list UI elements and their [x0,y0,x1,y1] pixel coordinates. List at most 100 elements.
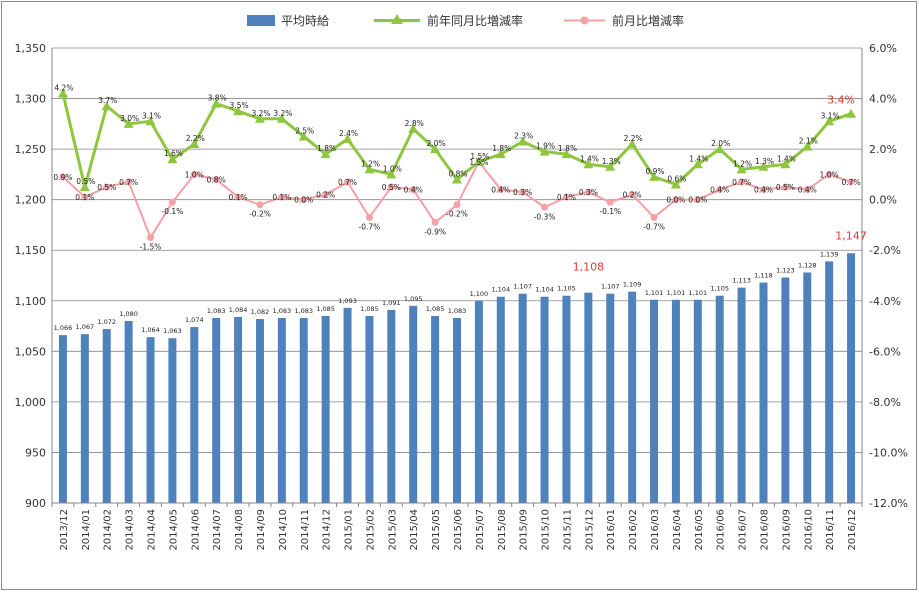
yoy-data-label: 3.4% [827,94,855,107]
mom-point [584,188,592,196]
y-left-tick-label: 1,200 [15,194,47,207]
mom-point [716,186,724,194]
bar [102,329,111,503]
x-tick-label: 2014/12 [322,509,333,551]
mom-point [847,178,855,186]
yoy-point [233,106,244,116]
yoy-point [583,159,594,169]
yoy-point [320,149,331,159]
mom-data-label: 0.4% [798,186,817,195]
bar [715,295,724,503]
yoy-data-label: 3.0% [120,114,139,123]
bar [365,315,374,503]
bar [803,272,812,503]
mom-point [694,196,702,204]
bar-data-label: 1,128 [798,261,817,269]
bar-data-label: 1,082 [251,308,270,316]
bar-data-label: 1,105 [710,285,729,293]
x-tick-label: 2014/07 [212,509,223,551]
mom-point [497,186,505,194]
yoy-data-label: 2.2% [186,134,205,143]
x-tick-label: 2015/10 [541,509,552,551]
bar-data-label: 1,101 [689,289,708,297]
x-tick-label: 2016/11 [825,509,836,551]
mom-data-label: 0.1% [272,193,291,202]
bar [562,295,571,503]
mom-point [825,170,833,178]
bar-data-label: 1,085 [426,305,445,313]
yoy-data-label: 2.0% [711,139,730,148]
y-right-tick-label: -2.0% [869,244,901,257]
x-tick-label: 2016/07 [738,509,749,551]
mom-point [519,188,527,196]
bar [146,337,155,503]
yoy-point [79,182,90,192]
x-tick-label: 2014/09 [256,509,267,551]
mom-point [344,178,352,186]
legend-marker-yoy [391,14,403,24]
mom-point [59,173,67,181]
bar [168,338,177,503]
x-tick-label: 2016/12 [847,509,858,551]
mom-point [409,186,417,194]
yoy-data-label: 1.4% [777,154,796,163]
mom-data-label: 1.5% [469,158,488,167]
bar-data-label: 1,108 [573,261,605,274]
yoy-point [211,98,222,108]
mom-data-label: 0.3% [513,188,532,197]
yoy-data-label: 1.0% [383,164,402,173]
mom-data-label: -0.3% [534,212,556,221]
x-tick-label: 2014/10 [278,509,289,551]
mom-data-label: 0.5% [382,183,401,192]
yoy-data-label: 1.2% [361,159,380,168]
mom-point [387,183,395,191]
bar [496,296,505,503]
mom-data-label: -0.7% [359,222,381,231]
bar [825,261,834,503]
x-tick-label: 2014/11 [300,509,311,551]
yoy-data-label: 3.5% [230,101,249,110]
mom-data-label: 0.3% [579,188,598,197]
bar-data-label: 1,066 [54,324,73,332]
legend: 平均時給 前年同月比増減率 前月比増減率 [247,13,684,28]
bar-data-label: 1,085 [316,305,335,313]
mom-point [190,170,198,178]
bar [584,292,593,503]
mom-data-label: 0.7% [338,178,357,187]
yoy-data-label: 1.3% [755,157,774,166]
mom-point [628,191,636,199]
yoy-point [758,161,769,171]
bar-data-label: 1,083 [294,307,313,315]
y-right-tick-label: 4.0% [869,93,897,106]
yoy-data-label: 3.1% [821,111,840,120]
mom-data-label: 0.4% [404,186,423,195]
bar-data-label: 1,104 [535,286,554,294]
y-left-tick-label: 950 [25,446,46,459]
y-right-tick-label: -8.0% [869,396,901,409]
bar [190,327,199,503]
mom-data-label: 0.1% [229,193,248,202]
bar-data-label: 1,084 [229,306,248,314]
y-left-tick-label: 900 [25,497,46,510]
y-left-tick-label: 1,350 [15,42,47,55]
y-right-tick-label: -6.0% [869,345,901,358]
bar-data-label: 1,109 [623,281,642,289]
x-tick-label: 2016/01 [606,509,617,551]
bar-data-label: 1,085 [360,305,379,313]
mom-data-label: 1.0% [185,170,204,179]
bar [847,253,856,503]
yoy-data-label: 2.5% [295,126,314,135]
y-right-tick-label: -12.0% [869,497,908,510]
bar-data-label: 1,101 [667,289,686,297]
y-left-tick-label: 1,000 [15,396,47,409]
bar [124,321,133,503]
x-tick-label: 2014/05 [168,509,179,551]
bar [540,296,549,503]
x-tick-label: 2016/06 [716,509,727,551]
yoy-point [780,159,791,169]
mom-data-label: 0.7% [842,178,861,187]
yoy-point [473,156,484,166]
bar-data-label: 1,123 [776,267,795,275]
